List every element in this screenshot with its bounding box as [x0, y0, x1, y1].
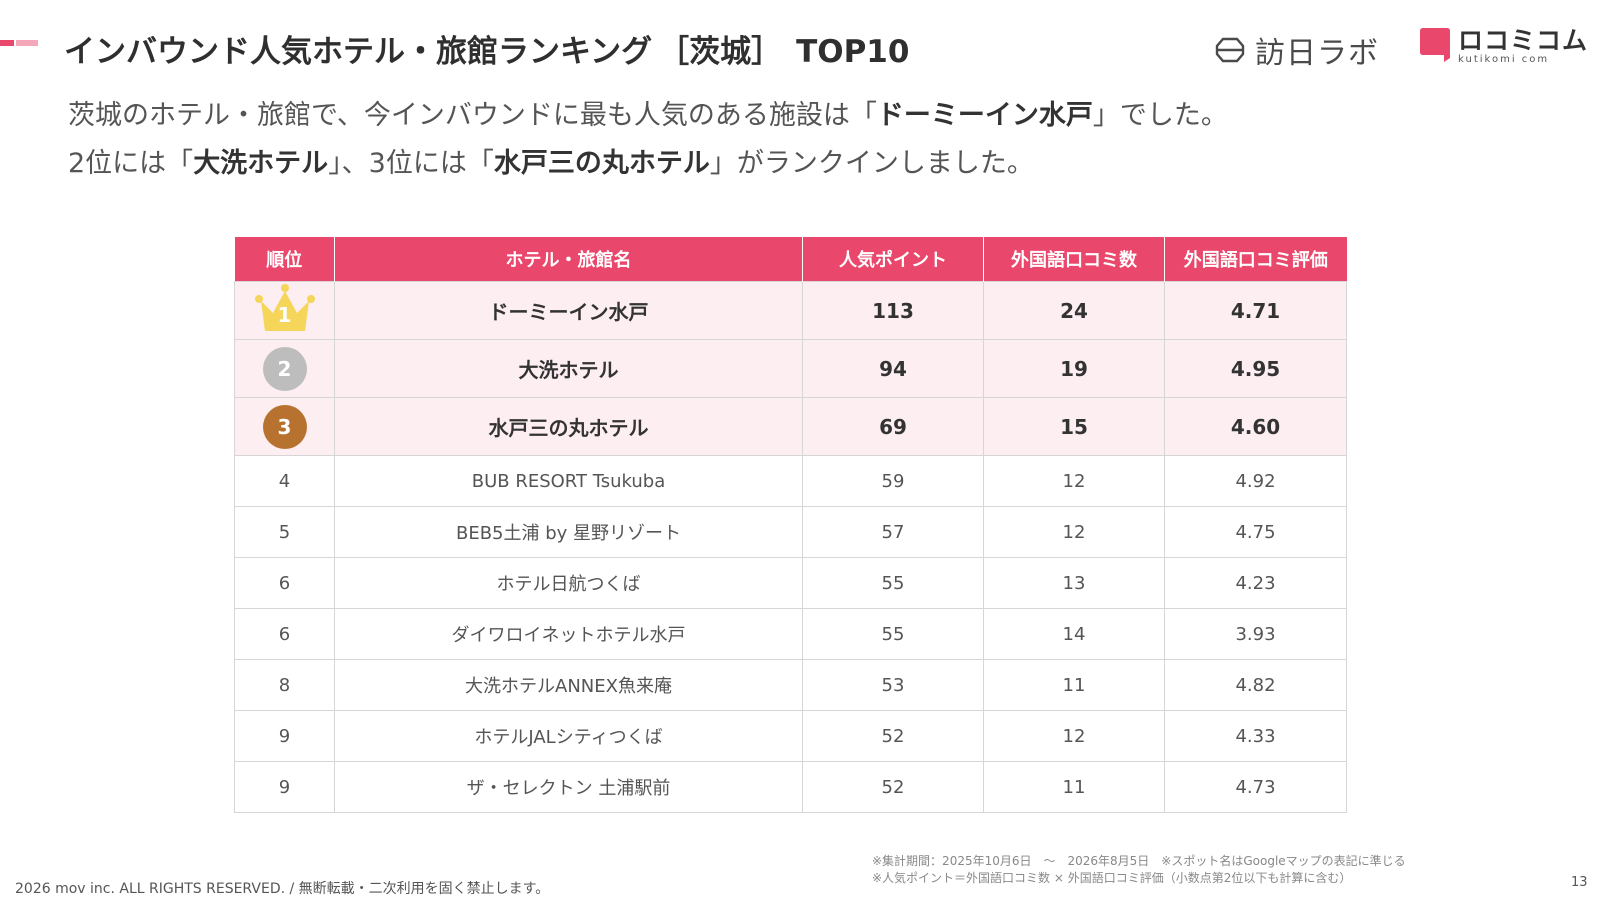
table-row: 6 ダイワロイネットホテル水戸 55 14 3.93 [234, 608, 1347, 660]
hotel-name: 大洗ホテル [334, 339, 803, 398]
rank-number: 5 [234, 506, 335, 558]
rank-number: 6 [234, 608, 335, 660]
brand2-subtext: kutikomi com [1458, 54, 1550, 65]
brand1-text: 訪日ラボ [1255, 36, 1379, 71]
brand2-text: ロコミコム [1458, 26, 1589, 55]
points: 55 [802, 557, 984, 609]
review-rating: 4.60 [1164, 397, 1347, 456]
rank-cell: 3 [234, 397, 335, 456]
points: 59 [802, 455, 984, 507]
points: 52 [802, 761, 984, 813]
table-row: 4 BUB RESORT Tsukuba 59 12 4.92 [234, 455, 1347, 507]
hotel-name: ホテル日航つくば [334, 557, 803, 609]
hotel-name: BUB RESORT Tsukuba [334, 455, 803, 507]
points: 53 [802, 659, 984, 711]
points: 55 [802, 608, 984, 660]
points: 94 [802, 339, 984, 398]
points: 113 [802, 281, 984, 340]
crown-icon: 1 [253, 283, 317, 333]
review-count: 12 [983, 455, 1165, 507]
header-review-count: 外国語口コミ数 [983, 237, 1165, 282]
rank-number: 8 [234, 659, 335, 711]
review-rating: 4.95 [1164, 339, 1347, 398]
review-count: 24 [983, 281, 1165, 340]
rank-number: 4 [234, 455, 335, 507]
lead-line-2: 2位には「大洗ホテル」、3位には「水戸三の丸ホテル」がランクインしました。 [68, 148, 1034, 179]
rank-cell: 1 [234, 281, 335, 340]
header-name: ホテル・旅館名 [334, 237, 803, 282]
hotel-name: 水戸三の丸ホテル [334, 397, 803, 456]
silver-medal-icon: 2 [262, 346, 307, 391]
review-rating: 4.92 [1164, 455, 1347, 507]
table-row: 2 大洗ホテル 94 19 4.95 [234, 339, 1347, 398]
hotel-name: 大洗ホテルANNEX魚来庵 [334, 659, 803, 711]
review-count: 13 [983, 557, 1165, 609]
kutikomi-logo: ロコミコム kutikomi com [1420, 28, 1588, 65]
header-points: 人気ポイント [802, 237, 984, 282]
points: 57 [802, 506, 984, 558]
points: 69 [802, 397, 984, 456]
review-rating: 4.23 [1164, 557, 1347, 609]
review-count: 11 [983, 659, 1165, 711]
review-rating: 4.82 [1164, 659, 1347, 711]
title-accent-bar [0, 40, 38, 46]
review-rating: 4.33 [1164, 710, 1347, 762]
lead-line-1: 茨城のホテル・旅館で、今インバウンドに最も人気のある施設は「ドーミーイン水戸」で… [68, 100, 1228, 131]
table-row: 6 ホテル日航つくば 55 13 4.23 [234, 557, 1347, 609]
table-row: 3 水戸三の丸ホテル 69 15 4.60 [234, 397, 1347, 456]
brand-mark-icon [1215, 37, 1245, 63]
rank-number: 1 [277, 303, 292, 327]
title-suffix: TOP10 [796, 34, 910, 70]
review-rating: 4.73 [1164, 761, 1347, 813]
points: 52 [802, 710, 984, 762]
footnotes: ※集計期間：2025年10月6日 〜 2026年8月5日 ※スポット名はGoog… [872, 853, 1406, 887]
title-main: インバウンド人気ホテル・旅館ランキング [64, 34, 653, 70]
page-title: インバウンド人気ホテル・旅館ランキング ［茨城］ TOP10 [64, 26, 909, 71]
review-count: 12 [983, 506, 1165, 558]
title-region: ［茨城］ [658, 34, 783, 70]
houjin-lab-logo: 訪日ラボ [1215, 28, 1379, 72]
review-count: 12 [983, 710, 1165, 762]
rank-number: 6 [234, 557, 335, 609]
table-row: 5 BEB5土浦 by 星野リゾート 57 12 4.75 [234, 506, 1347, 558]
footnote-1: ※集計期間：2025年10月6日 〜 2026年8月5日 ※スポット名はGoog… [872, 854, 1406, 868]
table-row: 1 ドーミーイン水戸 113 24 4.71 [234, 281, 1347, 340]
rank-number: 9 [234, 761, 335, 813]
rank-cell: 2 [234, 339, 335, 398]
table-header-row: 順位 ホテル・旅館名 人気ポイント 外国語口コミ数 外国語口コミ評価 [234, 237, 1347, 282]
review-rating: 3.93 [1164, 608, 1347, 660]
review-count: 19 [983, 339, 1165, 398]
review-rating: 4.71 [1164, 281, 1347, 340]
hotel-name: ドーミーイン水戸 [334, 281, 803, 340]
review-rating: 4.75 [1164, 506, 1347, 558]
table-row: 9 ザ・セレクトン 土浦駅前 52 11 4.73 [234, 761, 1347, 813]
copyright: 2026 mov inc. ALL RIGHTS RESERVED. / 無断転… [15, 881, 550, 897]
lead-text: 茨城のホテル・旅館で、今インバウンドに最も人気のある施設は「ドーミーイン水戸」で… [68, 92, 1228, 188]
ranking-table: 順位 ホテル・旅館名 人気ポイント 外国語口コミ数 外国語口コミ評価 1 ドーミ… [234, 237, 1347, 813]
bronze-medal-icon: 3 [262, 404, 307, 449]
header-review-rating: 外国語口コミ評価 [1164, 237, 1347, 282]
speech-bubble-icon [1420, 28, 1450, 62]
page-number: 13 [1571, 875, 1588, 890]
hotel-name: BEB5土浦 by 星野リゾート [334, 506, 803, 558]
hotel-name: ホテルJALシティつくば [334, 710, 803, 762]
review-count: 14 [983, 608, 1165, 660]
hotel-name: ザ・セレクトン 土浦駅前 [334, 761, 803, 813]
rank-number: 9 [234, 710, 335, 762]
hotel-name: ダイワロイネットホテル水戸 [334, 608, 803, 660]
table-row: 8 大洗ホテルANNEX魚来庵 53 11 4.82 [234, 659, 1347, 711]
table-row: 9 ホテルJALシティつくば 52 12 4.33 [234, 710, 1347, 762]
review-count: 15 [983, 397, 1165, 456]
footnote-2: ※人気ポイント＝外国語口コミ数 × 外国語口コミ評価（小数点第2位以下も計算に含… [872, 871, 1352, 885]
review-count: 11 [983, 761, 1165, 813]
header-rank: 順位 [234, 237, 335, 282]
